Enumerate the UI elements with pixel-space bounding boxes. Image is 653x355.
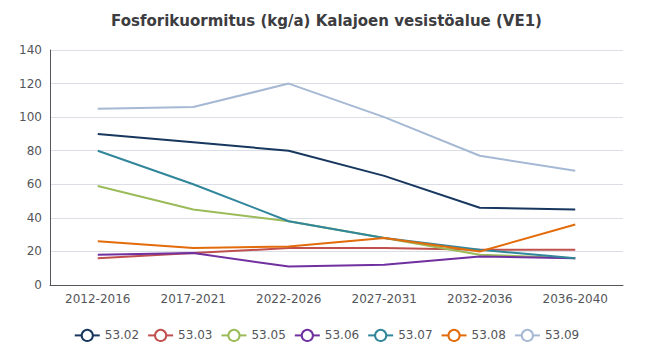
svg-text:60: 60 <box>27 177 42 191</box>
svg-text:53.06: 53.06 <box>325 328 359 342</box>
svg-text:53.02: 53.02 <box>105 328 139 342</box>
svg-text:53.05: 53.05 <box>251 328 285 342</box>
svg-text:2017-2021: 2017-2021 <box>161 292 226 306</box>
svg-text:2036-2040: 2036-2040 <box>543 292 608 306</box>
svg-text:53.09: 53.09 <box>545 328 579 342</box>
svg-text:40: 40 <box>27 211 42 225</box>
svg-text:80: 80 <box>27 144 42 158</box>
svg-text:0: 0 <box>34 278 42 292</box>
svg-text:53.08: 53.08 <box>472 328 506 342</box>
svg-text:2022-2026: 2022-2026 <box>256 292 321 306</box>
svg-text:53.07: 53.07 <box>398 328 432 342</box>
svg-text:53.03: 53.03 <box>178 328 212 342</box>
svg-text:Fosforikuormitus (kg/a) Kalajo: Fosforikuormitus (kg/a) Kalajoen vesistö… <box>111 12 542 30</box>
svg-text:2032-2036: 2032-2036 <box>447 292 512 306</box>
svg-text:20: 20 <box>27 244 42 258</box>
svg-text:140: 140 <box>19 43 42 57</box>
svg-text:100: 100 <box>19 110 42 124</box>
svg-text:2012-2016: 2012-2016 <box>65 292 130 306</box>
svg-text:2027-2031: 2027-2031 <box>352 292 417 306</box>
svg-text:120: 120 <box>19 77 42 91</box>
